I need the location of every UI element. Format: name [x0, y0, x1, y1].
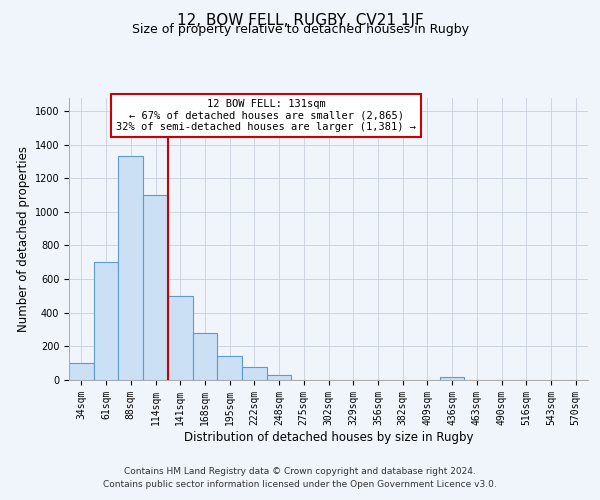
Text: 12 BOW FELL: 131sqm
← 67% of detached houses are smaller (2,865)
32% of semi-det: 12 BOW FELL: 131sqm ← 67% of detached ho… [116, 99, 416, 132]
Text: Contains HM Land Registry data © Crown copyright and database right 2024.: Contains HM Land Registry data © Crown c… [124, 467, 476, 476]
X-axis label: Distribution of detached houses by size in Rugby: Distribution of detached houses by size … [184, 430, 473, 444]
Text: Size of property relative to detached houses in Rugby: Size of property relative to detached ho… [131, 24, 469, 36]
Bar [440, 376, 464, 380]
Bar [168, 296, 193, 380]
Text: 12, BOW FELL, RUGBY, CV21 1JF: 12, BOW FELL, RUGBY, CV21 1JF [176, 12, 424, 28]
Bar [143, 195, 168, 380]
Bar [242, 368, 267, 380]
Bar [94, 262, 118, 380]
Bar [193, 333, 217, 380]
Y-axis label: Number of detached properties: Number of detached properties [17, 146, 31, 332]
Bar [69, 363, 94, 380]
Bar [267, 375, 292, 380]
Bar [118, 156, 143, 380]
Text: Contains public sector information licensed under the Open Government Licence v3: Contains public sector information licen… [103, 480, 497, 489]
Bar [217, 356, 242, 380]
